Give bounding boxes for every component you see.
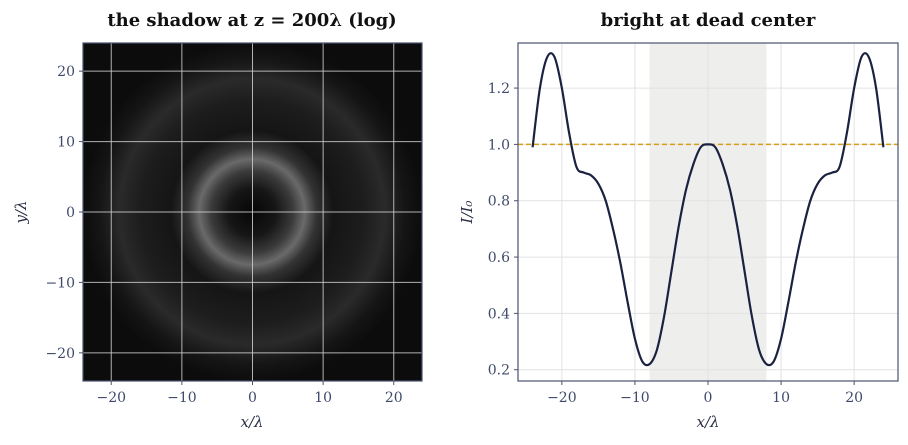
right-chart-title: bright at dead center — [601, 10, 816, 31]
left-x-tick-label: 10 — [314, 390, 332, 406]
left-grid — [83, 43, 422, 381]
left-y-axis-label: y/λ — [12, 200, 30, 224]
right-y-ticks: 0.2 0.4 0.6 0.8 1.0 1.2 — [488, 81, 518, 379]
right-y-tick-label: 1.2 — [488, 81, 510, 97]
right-line-panel: bright at dead center −20 −10 0 10 20 0.2 0.4… — [458, 10, 899, 431]
right-x-tick-label: 0 — [704, 390, 713, 406]
left-y-tick-label: 0 — [66, 205, 75, 221]
right-x-tick-label: 20 — [845, 390, 863, 406]
right-y-tick-label: 0.6 — [488, 250, 510, 266]
right-x-axis-label: x/λ — [696, 413, 719, 431]
left-y-tick-label: 10 — [57, 135, 75, 151]
left-x-tick-label: 0 — [248, 390, 257, 406]
left-y-ticks: −20 −10 0 10 20 — [45, 64, 83, 362]
intensity-profile-line — [531, 52, 885, 367]
right-x-ticks: −20 −10 0 10 20 — [547, 381, 863, 406]
right-y-tick-label: 0.4 — [488, 306, 510, 322]
left-heatmap-panel: the shadow at z = 200λ (log) −20 −10 0 10 20… — [12, 10, 423, 431]
left-y-tick-label: 20 — [57, 64, 75, 80]
right-y-axis-label: I/I₀ — [458, 201, 476, 225]
right-y-tick-label: 0.2 — [488, 363, 510, 379]
left-chart-title: the shadow at z = 200λ (log) — [107, 10, 396, 31]
right-x-tick-label: −20 — [547, 390, 577, 406]
left-x-axis-label: x/λ — [240, 413, 263, 431]
left-x-tick-label: 20 — [385, 390, 403, 406]
right-x-tick-label: −10 — [620, 390, 650, 406]
left-y-tick-label: −10 — [45, 275, 75, 291]
left-y-tick-label: −20 — [45, 346, 75, 362]
left-x-ticks: −20 −10 0 10 20 — [96, 381, 403, 406]
left-x-tick-label: −20 — [96, 390, 126, 406]
right-y-tick-label: 1.0 — [488, 137, 510, 153]
right-x-tick-label: 10 — [772, 390, 790, 406]
right-grid — [518, 43, 898, 381]
left-x-tick-label: −10 — [167, 390, 197, 406]
right-y-tick-label: 0.8 — [488, 194, 510, 210]
